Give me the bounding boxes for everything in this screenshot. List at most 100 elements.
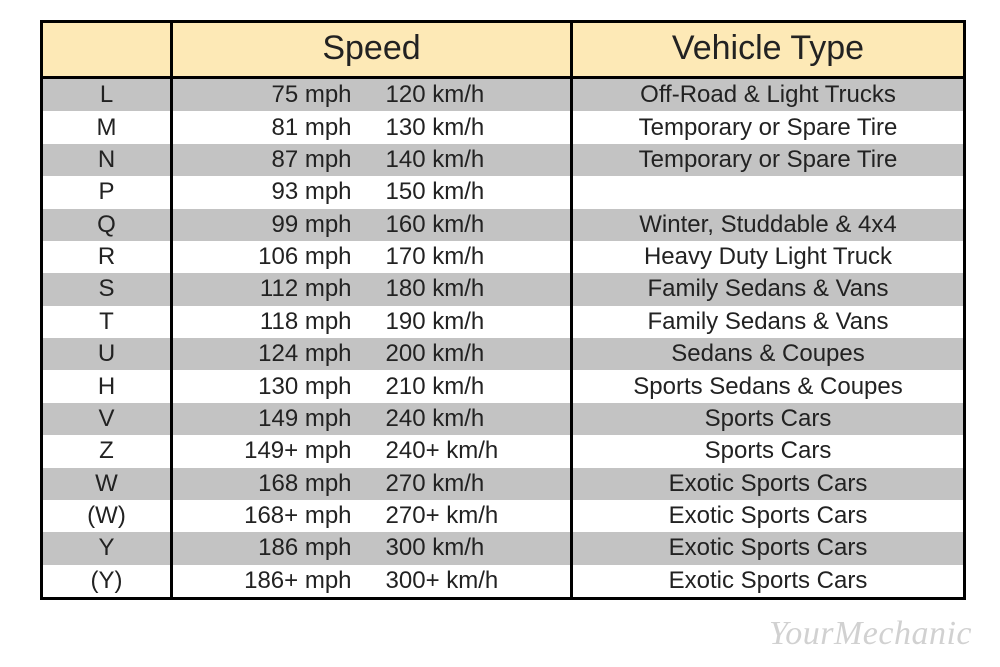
cell-speed-kmh: 200 km/h: [362, 342, 570, 366]
cell-speed-kmh: 190 km/h: [362, 310, 570, 334]
table-row: U124 mph200 km/hSedans & Coupes: [43, 338, 963, 370]
cell-vehicle-type: Exotic Sports Cars: [573, 468, 963, 500]
cell-speed-kmh: 210 km/h: [362, 375, 570, 399]
cell-code: W: [43, 468, 173, 500]
cell-speed-kmh: 160 km/h: [362, 213, 570, 237]
cell-speed: 87 mph140 km/h: [173, 144, 573, 176]
cell-code: R: [43, 241, 173, 273]
cell-vehicle-type: Family Sedans & Vans: [573, 273, 963, 305]
cell-speed-mph: 118 mph: [173, 310, 362, 334]
cell-speed-kmh: 270+ km/h: [362, 504, 570, 528]
table-row: P93 mph150 km/h: [43, 176, 963, 208]
cell-code: L: [43, 79, 173, 111]
cell-speed-kmh: 300 km/h: [362, 536, 570, 560]
cell-speed-mph: 75 mph: [173, 83, 362, 107]
header-vehicle-type: Vehicle Type: [573, 23, 963, 76]
cell-code: H: [43, 370, 173, 402]
table-row: L75 mph120 km/hOff-Road & Light Trucks: [43, 79, 963, 111]
cell-speed: 112 mph180 km/h: [173, 273, 573, 305]
cell-code: Z: [43, 435, 173, 467]
table-row: Y186 mph300 km/hExotic Sports Cars: [43, 532, 963, 564]
cell-vehicle-type: Off-Road & Light Trucks: [573, 79, 963, 111]
cell-speed-kmh: 270 km/h: [362, 472, 570, 496]
cell-speed-kmh: 140 km/h: [362, 148, 570, 172]
table-row: S112 mph180 km/hFamily Sedans & Vans: [43, 273, 963, 305]
header-speed: Speed: [173, 23, 573, 76]
cell-speed-mph: 149 mph: [173, 407, 362, 431]
cell-speed-kmh: 130 km/h: [362, 116, 570, 140]
cell-vehicle-type: Exotic Sports Cars: [573, 565, 963, 597]
cell-speed: 75 mph120 km/h: [173, 79, 573, 111]
cell-code: (W): [43, 500, 173, 532]
cell-speed: 168+ mph270+ km/h: [173, 500, 573, 532]
cell-code: Q: [43, 209, 173, 241]
cell-speed: 106 mph170 km/h: [173, 241, 573, 273]
cell-speed-kmh: 120 km/h: [362, 83, 570, 107]
table-row: N87 mph140 km/hTemporary or Spare Tire: [43, 144, 963, 176]
table-row: R106 mph170 km/hHeavy Duty Light Truck: [43, 241, 963, 273]
cell-speed: 149+ mph240+ km/h: [173, 435, 573, 467]
table-row: (W)168+ mph270+ km/hExotic Sports Cars: [43, 500, 963, 532]
cell-vehicle-type: Temporary or Spare Tire: [573, 144, 963, 176]
cell-speed: 186+ mph300+ km/h: [173, 565, 573, 597]
cell-speed-mph: 106 mph: [173, 245, 362, 269]
cell-speed: 130 mph210 km/h: [173, 370, 573, 402]
cell-speed: 124 mph200 km/h: [173, 338, 573, 370]
table-row: (Y)186+ mph300+ km/hExotic Sports Cars: [43, 565, 963, 597]
cell-speed-kmh: 300+ km/h: [362, 569, 570, 593]
cell-speed-kmh: 240 km/h: [362, 407, 570, 431]
cell-code: N: [43, 144, 173, 176]
table-body: L75 mph120 km/hOff-Road & Light TrucksM8…: [43, 79, 963, 597]
table-row: M81 mph130 km/hTemporary or Spare Tire: [43, 111, 963, 143]
table-row: W168 mph270 km/hExotic Sports Cars: [43, 468, 963, 500]
cell-vehicle-type: Exotic Sports Cars: [573, 532, 963, 564]
cell-vehicle-type: Sports Cars: [573, 435, 963, 467]
cell-speed-mph: 99 mph: [173, 213, 362, 237]
cell-speed-mph: 149+ mph: [173, 439, 362, 463]
header-code: [43, 23, 173, 76]
cell-vehicle-type: Temporary or Spare Tire: [573, 111, 963, 143]
cell-speed-kmh: 150 km/h: [362, 180, 570, 204]
cell-code: U: [43, 338, 173, 370]
table-row: Z149+ mph240+ km/hSports Cars: [43, 435, 963, 467]
cell-code: T: [43, 306, 173, 338]
cell-speed: 186 mph300 km/h: [173, 532, 573, 564]
cell-code: M: [43, 111, 173, 143]
cell-speed-mph: 168 mph: [173, 472, 362, 496]
cell-vehicle-type: Sports Sedans & Coupes: [573, 370, 963, 402]
table-row: Q99 mph160 km/hWinter, Studdable & 4x4: [43, 209, 963, 241]
cell-code: P: [43, 176, 173, 208]
table-row: V149 mph240 km/hSports Cars: [43, 403, 963, 435]
cell-speed-kmh: 180 km/h: [362, 277, 570, 301]
cell-speed-kmh: 240+ km/h: [362, 439, 570, 463]
cell-vehicle-type: Sedans & Coupes: [573, 338, 963, 370]
cell-speed: 118 mph190 km/h: [173, 306, 573, 338]
cell-code: Y: [43, 532, 173, 564]
cell-speed: 168 mph270 km/h: [173, 468, 573, 500]
cell-speed-mph: 87 mph: [173, 148, 362, 172]
cell-code: V: [43, 403, 173, 435]
cell-vehicle-type: Heavy Duty Light Truck: [573, 241, 963, 273]
cell-speed: 99 mph160 km/h: [173, 209, 573, 241]
speed-rating-table: Speed Vehicle Type L75 mph120 km/hOff-Ro…: [40, 20, 966, 600]
cell-vehicle-type: Exotic Sports Cars: [573, 500, 963, 532]
cell-speed-mph: 93 mph: [173, 180, 362, 204]
cell-speed-mph: 124 mph: [173, 342, 362, 366]
cell-speed-mph: 130 mph: [173, 375, 362, 399]
cell-speed: 149 mph240 km/h: [173, 403, 573, 435]
cell-speed-mph: 112 mph: [173, 277, 362, 301]
table-row: T118 mph190 km/hFamily Sedans & Vans: [43, 306, 963, 338]
cell-vehicle-type: Family Sedans & Vans: [573, 306, 963, 338]
cell-speed-kmh: 170 km/h: [362, 245, 570, 269]
watermark: YourMechanic: [769, 615, 972, 653]
cell-vehicle-type: [573, 176, 963, 208]
cell-speed: 81 mph130 km/h: [173, 111, 573, 143]
cell-speed: 93 mph150 km/h: [173, 176, 573, 208]
cell-speed-mph: 186+ mph: [173, 569, 362, 593]
cell-speed-mph: 168+ mph: [173, 504, 362, 528]
cell-speed-mph: 186 mph: [173, 536, 362, 560]
table-header-row: Speed Vehicle Type: [43, 23, 963, 79]
cell-speed-mph: 81 mph: [173, 116, 362, 140]
cell-vehicle-type: Sports Cars: [573, 403, 963, 435]
table-row: H130 mph210 km/hSports Sedans & Coupes: [43, 370, 963, 402]
